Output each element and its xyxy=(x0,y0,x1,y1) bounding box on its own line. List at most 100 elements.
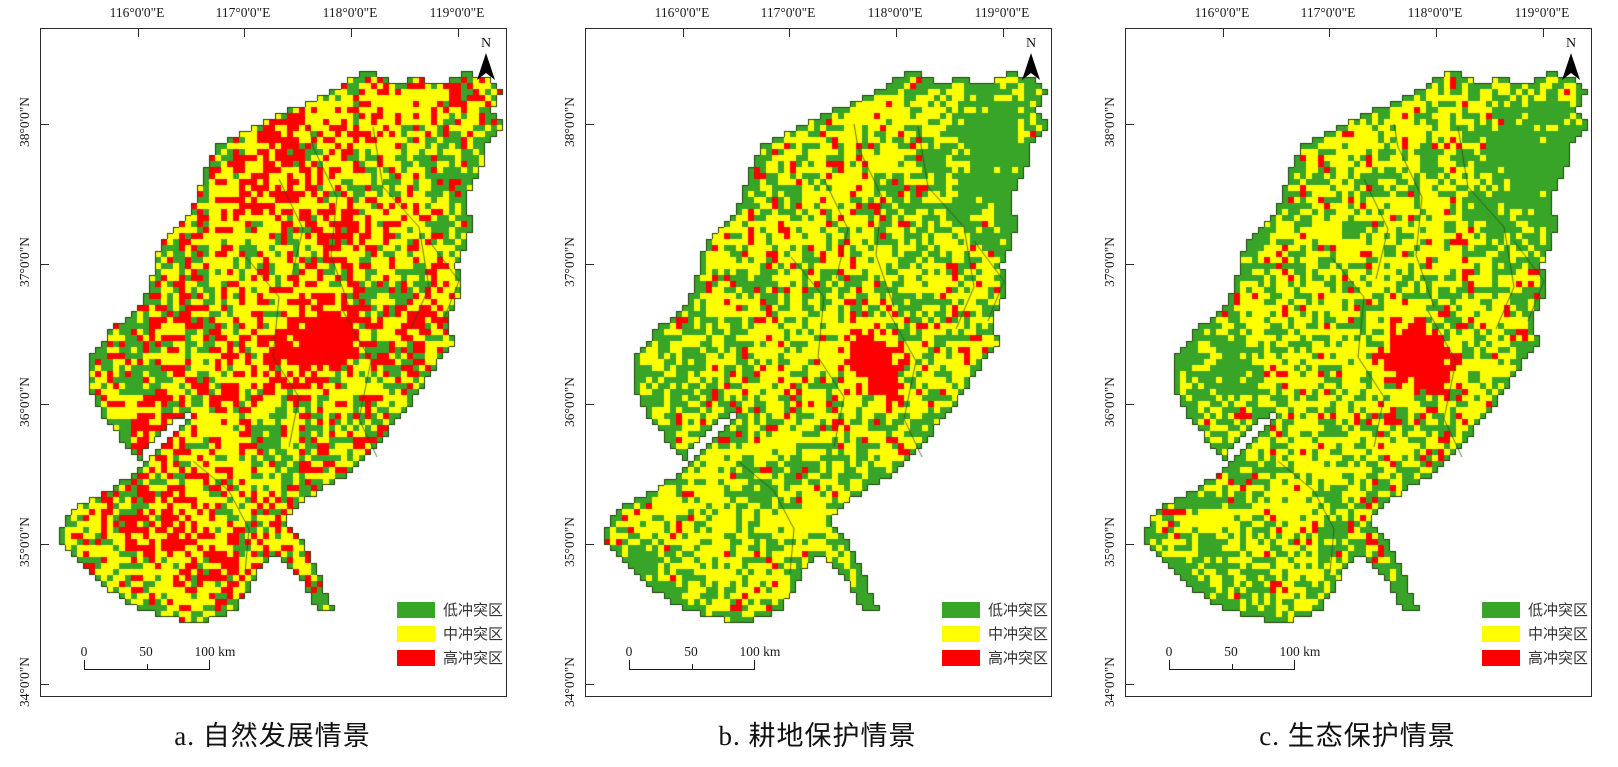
lat-tick xyxy=(1126,264,1134,265)
lat-label: 35°0'0"N xyxy=(562,516,577,568)
lon-tick xyxy=(789,29,790,37)
scale-bar-labels: 0 50 100 km xyxy=(77,644,237,660)
legend-row: 中冲突区 xyxy=(397,625,505,643)
lat-tick xyxy=(586,684,594,685)
scale-bar-b: 0 50 100 km xyxy=(622,644,782,670)
lon-tick xyxy=(896,29,897,37)
north-label: N xyxy=(1565,36,1577,51)
panel-caption-b: b. 耕地保护情景 xyxy=(718,721,917,751)
lon-label: 118°0'0"E xyxy=(867,5,923,20)
legend-row: 低冲突区 xyxy=(942,601,1050,619)
legend-swatch xyxy=(397,625,435,642)
north-arrow-c: N xyxy=(1558,37,1584,87)
north-arrow-a: N xyxy=(473,37,499,87)
legend-swatch xyxy=(942,625,980,642)
lon-tick xyxy=(1329,29,1330,37)
lon-tick xyxy=(138,29,139,37)
map-frame-b: N 低冲突区中冲突区高冲突区 0 50 100 km xyxy=(585,28,1052,697)
scale-bar-label: 100 km xyxy=(1279,644,1321,659)
legend-label: 高冲突区 xyxy=(1528,651,1589,667)
legend-label: 低冲突区 xyxy=(443,603,504,619)
legend-label: 中冲突区 xyxy=(988,627,1049,643)
lat-tick xyxy=(41,404,49,405)
legend-swatch xyxy=(397,601,435,618)
conflict-map-a xyxy=(41,29,506,696)
north-arrow-icon xyxy=(1022,53,1040,80)
legend-swatch xyxy=(942,601,980,618)
lon-tick xyxy=(351,29,352,37)
lon-label: 116°0'0"E xyxy=(1194,5,1250,20)
lat-tick xyxy=(586,544,594,545)
scale-bar-label: 50 xyxy=(1224,644,1238,659)
legend-swatch xyxy=(1482,625,1520,642)
scale-bar-bracket xyxy=(629,660,755,670)
legend-row: 低冲突区 xyxy=(397,601,505,619)
lon-label: 116°0'0"E xyxy=(654,5,710,20)
north-arrow-b: N xyxy=(1018,37,1044,87)
lat-label: 35°0'0"N xyxy=(1102,516,1117,568)
lon-label: 119°0'0"E xyxy=(1514,5,1570,20)
north-arrow-icon xyxy=(1562,53,1580,80)
lat-label: 34°0'0"N xyxy=(562,656,577,708)
legend-swatch xyxy=(942,649,980,666)
lon-label: 118°0'0"E xyxy=(1407,5,1463,20)
lon-tick xyxy=(1436,29,1437,37)
legend-label: 中冲突区 xyxy=(443,627,504,643)
north-arrow-icon xyxy=(477,53,495,80)
lat-tick xyxy=(1126,124,1134,125)
lon-tick xyxy=(1543,29,1544,37)
lon-tick xyxy=(1003,29,1004,37)
lat-label: 36°0'0"N xyxy=(1102,376,1117,428)
legend-label: 高冲突区 xyxy=(988,651,1049,667)
scale-bar-label: 0 xyxy=(80,644,88,659)
lon-tick xyxy=(1223,29,1224,37)
panel-caption-c: c. 生态保护情景 xyxy=(1259,721,1456,751)
legend-row: 低冲突区 xyxy=(1482,601,1590,619)
lat-label: 34°0'0"N xyxy=(1102,656,1117,708)
map-panel-a: N 低冲突区 中冲突区 高冲突区 0 50 100 km 116°0'0"E 117°0'… xyxy=(0,0,540,767)
lat-tick xyxy=(1126,544,1134,545)
legend-b: 低冲突区中冲突区高冲突区 xyxy=(942,601,1050,673)
lat-label: 36°0'0"N xyxy=(562,376,577,428)
scale-bar-label: 0 xyxy=(1165,644,1173,659)
scale-bar-a: 0 50 100 km xyxy=(77,644,237,670)
scale-bar-labels: 0 50 100 km xyxy=(622,644,782,660)
lat-tick xyxy=(1126,404,1134,405)
lon-tick xyxy=(458,29,459,37)
legend-row: 高冲突区 xyxy=(397,649,505,667)
scale-bar-label: 50 xyxy=(684,644,698,659)
legend-row: 中冲突区 xyxy=(942,625,1050,643)
lat-tick xyxy=(41,124,49,125)
lon-label: 116°0'0"E xyxy=(109,5,165,20)
legend-label: 中冲突区 xyxy=(1528,627,1589,643)
legend-row: 中冲突区 xyxy=(1482,625,1590,643)
conflict-map-b xyxy=(586,29,1051,696)
lon-label: 118°0'0"E xyxy=(322,5,378,20)
conflict-map-c xyxy=(1126,29,1591,696)
lon-label: 119°0'0"E xyxy=(974,5,1030,20)
lon-label: 117°0'0"E xyxy=(760,5,816,20)
lat-tick xyxy=(1126,684,1134,685)
scale-bar-c: 0 50 100 km xyxy=(1162,644,1322,670)
lon-label: 117°0'0"E xyxy=(1300,5,1356,20)
lat-tick xyxy=(41,684,49,685)
panel-caption-a: a. 自然发展情景 xyxy=(174,721,371,751)
scale-bar-label: 100 km xyxy=(194,644,236,659)
lon-tick xyxy=(683,29,684,37)
legend-swatch xyxy=(397,649,435,666)
map-panel-b: N 低冲突区 中冲突区 高冲突区 0 50 100 km 116°0'0"E 117°0'… xyxy=(0,0,1052,767)
scale-bar-label: 50 xyxy=(139,644,153,659)
legend-c: 低冲突区中冲突区高冲突区 xyxy=(1482,601,1590,673)
north-label: N xyxy=(1025,36,1037,51)
lat-tick xyxy=(586,264,594,265)
map-frame-c: N 低冲突区中冲突区高冲突区 0 50 100 km xyxy=(1125,28,1592,697)
scale-bar-labels: 0 50 100 km xyxy=(1162,644,1322,660)
lat-label: 38°0'0"N xyxy=(1102,96,1117,148)
lon-label: 119°0'0"E xyxy=(429,5,485,20)
legend-label: 高冲突区 xyxy=(443,651,504,667)
scale-bar-bracket xyxy=(84,660,210,670)
lat-label: 37°0'0"N xyxy=(1102,236,1117,288)
legend-swatch xyxy=(1482,601,1520,618)
